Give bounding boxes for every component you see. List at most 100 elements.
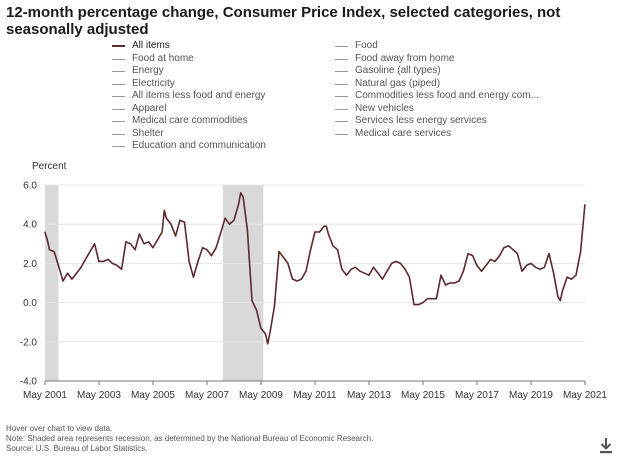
data-point bbox=[489, 258, 491, 261]
legend-item-left-3[interactable]: Electricity bbox=[112, 78, 266, 91]
data-point bbox=[318, 231, 321, 233]
data-point bbox=[426, 298, 429, 300]
data-point bbox=[534, 266, 537, 268]
legend-label: Services less energy services bbox=[355, 115, 487, 126]
data-point bbox=[445, 284, 447, 286]
legend-item-right-6[interactable]: Services less energy services bbox=[335, 115, 539, 128]
data-point bbox=[458, 280, 460, 282]
data-point bbox=[219, 233, 221, 235]
download-icon[interactable] bbox=[598, 437, 614, 455]
legend-item-right-0[interactable]: Food bbox=[335, 40, 539, 53]
legend-item-left-0[interactable]: All items bbox=[112, 40, 266, 53]
x-tick-label-9: May 2019 bbox=[509, 390, 553, 401]
data-point bbox=[138, 233, 140, 235]
legend-item-right-3[interactable]: Natural gas (piped) bbox=[335, 78, 539, 91]
data-point bbox=[296, 280, 298, 282]
recession-band-0 bbox=[45, 185, 59, 381]
data-point bbox=[539, 268, 541, 270]
data-point bbox=[206, 249, 208, 251]
data-point bbox=[102, 260, 105, 262]
data-point bbox=[107, 258, 109, 261]
data-point bbox=[449, 282, 451, 284]
data-point bbox=[46, 239, 48, 241]
legend-label: Food at home bbox=[132, 52, 194, 64]
data-point bbox=[584, 204, 586, 206]
data-point bbox=[251, 300, 253, 302]
y-tick-label-3: 0.0 bbox=[23, 298, 37, 309]
data-point bbox=[543, 266, 546, 268]
data-point bbox=[94, 243, 96, 245]
data-point bbox=[494, 260, 496, 262]
legend-item-right-1[interactable]: Food away from home bbox=[335, 53, 539, 66]
data-point bbox=[557, 296, 559, 298]
legend-swatch bbox=[112, 96, 125, 97]
data-point bbox=[256, 309, 258, 311]
legend-label: Education and communication bbox=[132, 140, 266, 151]
data-point bbox=[512, 249, 514, 251]
legend-item-left-5[interactable]: Apparel bbox=[112, 103, 266, 116]
data-point bbox=[503, 247, 505, 249]
data-point bbox=[354, 266, 356, 268]
x-tick-label-0: May 2001 bbox=[23, 390, 67, 401]
data-point bbox=[197, 260, 199, 262]
data-point bbox=[233, 219, 235, 221]
data-point bbox=[278, 251, 280, 253]
legend-item-left-7[interactable]: Shelter bbox=[112, 128, 266, 141]
data-point bbox=[143, 243, 145, 245]
data-point bbox=[566, 276, 568, 278]
data-point bbox=[391, 262, 393, 264]
data-point bbox=[381, 278, 383, 280]
data-point bbox=[283, 256, 285, 259]
legend-item-right-7[interactable]: Medical care services bbox=[335, 128, 539, 141]
data-point bbox=[332, 245, 334, 247]
x-tick-label-7: May 2015 bbox=[401, 390, 445, 401]
data-point bbox=[453, 282, 456, 284]
data-point bbox=[467, 253, 469, 255]
data-point bbox=[337, 249, 339, 251]
legend-item-left-1[interactable]: Food at home bbox=[112, 53, 266, 66]
data-point bbox=[399, 262, 402, 264]
recession-band-1 bbox=[222, 185, 264, 381]
data-point bbox=[229, 223, 231, 225]
data-point bbox=[485, 264, 487, 266]
data-point bbox=[350, 268, 352, 270]
y-tick-label-5: -4.0 bbox=[20, 377, 38, 388]
data-point bbox=[408, 276, 410, 278]
legend-label: Electricity bbox=[132, 77, 175, 89]
legend-item-left-8[interactable]: Education and communication bbox=[112, 140, 266, 153]
legend-label: Apparel bbox=[132, 102, 167, 114]
data-point bbox=[327, 233, 329, 235]
data-point bbox=[291, 278, 294, 280]
data-point bbox=[148, 241, 150, 243]
data-point bbox=[75, 272, 78, 274]
legend-item-right-2[interactable]: Gasoline (all types) bbox=[335, 65, 539, 78]
legend-label: All items bbox=[132, 40, 170, 51]
legend-label: Medical care services bbox=[355, 127, 452, 139]
x-tick-label-2: May 2005 bbox=[131, 390, 175, 401]
legend-item-right-4[interactable]: Commodities less food and energy com... bbox=[335, 90, 539, 103]
legend-item-left-4[interactable]: All items less food and energy bbox=[112, 90, 266, 103]
legend-item-right-5[interactable]: New vehicles bbox=[335, 103, 539, 116]
legend-swatch bbox=[112, 83, 125, 85]
data-point bbox=[89, 251, 91, 253]
data-point bbox=[310, 249, 312, 251]
data-point bbox=[57, 264, 60, 266]
data-point bbox=[345, 274, 348, 276]
data-point bbox=[175, 235, 177, 237]
data-point bbox=[264, 333, 267, 335]
data-point bbox=[305, 270, 307, 272]
data-point bbox=[165, 217, 167, 219]
data-point bbox=[526, 264, 528, 266]
x-tick-label-5: May 2011 bbox=[293, 390, 337, 401]
source-note: Source: U.S. Bureau of Labor Statistics. bbox=[6, 444, 148, 453]
x-tick-label-3: May 2007 bbox=[185, 390, 229, 401]
data-point bbox=[111, 262, 113, 264]
data-point bbox=[422, 302, 424, 304]
legend-swatch bbox=[335, 108, 348, 110]
legend-item-left-6[interactable]: Medical care commodities bbox=[112, 115, 266, 128]
legend-swatch bbox=[112, 71, 125, 72]
data-point bbox=[287, 262, 289, 264]
data-point bbox=[84, 258, 86, 261]
legend-item-left-2[interactable]: Energy bbox=[112, 65, 266, 78]
